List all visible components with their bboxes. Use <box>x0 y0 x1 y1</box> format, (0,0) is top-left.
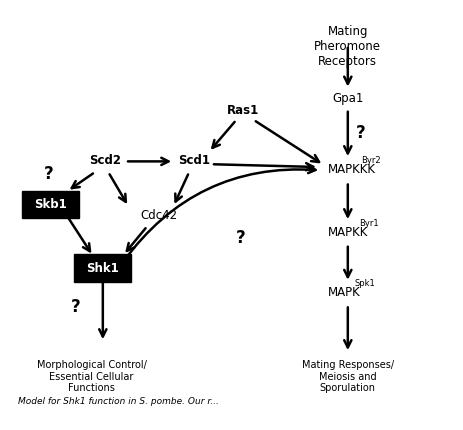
Text: MAPKKK: MAPKKK <box>327 163 375 176</box>
Text: Morphological Control/
Essential Cellular
Functions: Morphological Control/ Essential Cellula… <box>37 360 146 393</box>
Text: Skb1: Skb1 <box>34 198 67 211</box>
Text: MAPK: MAPK <box>327 286 360 299</box>
Text: Ras1: Ras1 <box>226 104 259 117</box>
Text: ?: ? <box>44 165 53 183</box>
Text: ?: ? <box>236 229 245 247</box>
Text: MAPKK: MAPKK <box>327 226 368 239</box>
Text: Byr1: Byr1 <box>358 219 378 227</box>
Text: Spk1: Spk1 <box>354 280 375 288</box>
Text: Scd2: Scd2 <box>89 154 121 167</box>
Text: Mating
Pheromone
Receptors: Mating Pheromone Receptors <box>313 25 381 68</box>
Text: Mating Responses/
Meiosis and
Sporulation: Mating Responses/ Meiosis and Sporulatio… <box>301 360 393 393</box>
Text: Byr2: Byr2 <box>361 157 381 166</box>
Text: Model for Shk1 function in S. pombe. Our r...: Model for Shk1 function in S. pombe. Our… <box>18 396 219 405</box>
Text: Shk1: Shk1 <box>86 261 119 275</box>
Text: ?: ? <box>70 298 80 316</box>
Text: Scd1: Scd1 <box>178 154 210 167</box>
Text: Cdc42: Cdc42 <box>140 209 177 221</box>
FancyBboxPatch shape <box>22 191 79 218</box>
Text: ?: ? <box>356 124 365 142</box>
Text: Gpa1: Gpa1 <box>332 92 363 105</box>
FancyBboxPatch shape <box>74 255 131 282</box>
